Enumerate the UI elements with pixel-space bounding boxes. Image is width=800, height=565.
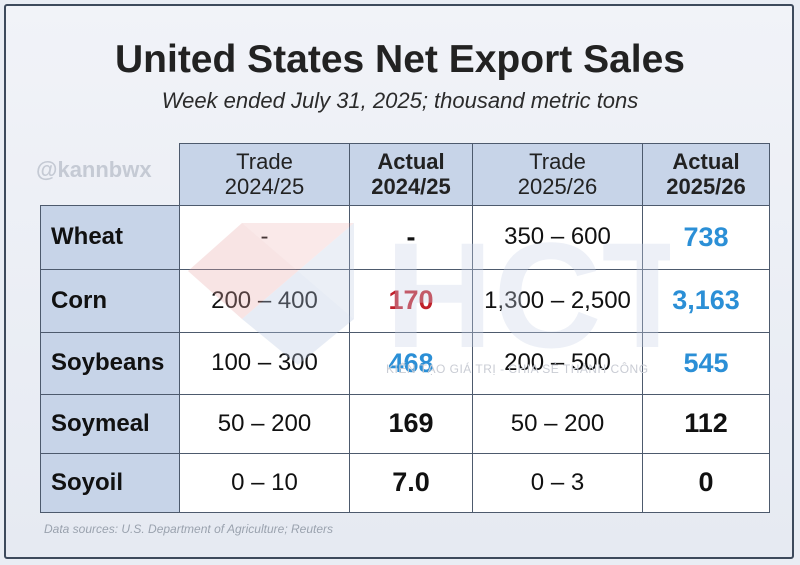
row-label-wheat: Wheat	[40, 205, 180, 270]
col-header-actual-2025: Actual 2025/26	[642, 143, 770, 206]
cell-trade-2024: 50 – 200	[179, 394, 350, 454]
col-header-line2: 2024/25	[371, 173, 451, 199]
author-handle: @kannbwx	[36, 157, 152, 182]
cell-trade-2025: 200 – 500	[472, 332, 643, 395]
col-header-line1: Actual	[377, 149, 445, 175]
col-header-line1: Trade	[529, 149, 586, 175]
cell-trade-2024: 200 – 400	[179, 269, 350, 333]
cell-actual-2024: 169	[349, 394, 473, 454]
col-header-line1: Actual	[672, 149, 740, 175]
data-source-note: Data sources: U.S. Department of Agricul…	[44, 522, 334, 536]
col-header-line2: 2025/26	[517, 173, 598, 199]
cell-trade-2025: 1,300 – 2,500	[472, 269, 643, 333]
col-header-actual-2024: Actual 2024/25	[349, 143, 473, 206]
cell-trade-2024: 100 – 300	[179, 332, 350, 395]
cell-trade-2025: 50 – 200	[472, 394, 643, 454]
col-header-line2: 2024/25	[224, 173, 305, 199]
row-label-soybeans: Soybeans	[40, 332, 180, 395]
row-label-corn: Corn	[40, 269, 180, 333]
cell-actual-2024: -	[349, 205, 473, 270]
cell-actual-2025: 112	[642, 394, 770, 454]
cell-actual-2025: 545	[642, 332, 770, 395]
cell-trade-2024: -	[179, 205, 350, 270]
cell-trade-2024: 0 – 10	[179, 453, 350, 513]
cell-actual-2025: 738	[642, 205, 770, 270]
cell-trade-2025: 0 – 3	[472, 453, 643, 513]
cell-trade-2025: 350 – 600	[472, 205, 643, 270]
cell-actual-2024: 170	[349, 269, 473, 333]
cell-actual-2024: 7.0	[349, 453, 473, 513]
row-label-soyoil: Soyoil	[40, 453, 180, 513]
cell-actual-2025: 3,163	[642, 269, 770, 333]
watermark-tagline: KIẾN TẠO GIÁ TRỊ - CHIA SẺ THÀNH CÔNG	[386, 362, 649, 376]
table-corner	[40, 143, 180, 206]
col-header-line1: Trade	[236, 149, 293, 175]
col-header-trade-2025: Trade 2025/26	[472, 143, 643, 206]
page-title: United States Net Export Sales	[115, 38, 685, 81]
col-header-line2: 2025/26	[666, 173, 746, 199]
col-header-trade-2024: Trade 2024/25	[179, 143, 350, 206]
export-sales-table: Trade 2024/25 Actual 2024/25 Trade 2025/…	[40, 143, 770, 513]
row-label-soymeal: Soymeal	[40, 394, 180, 454]
page-subtitle: Week ended July 31, 2025; thousand metri…	[161, 88, 639, 113]
cell-actual-2025: 0	[642, 453, 770, 513]
